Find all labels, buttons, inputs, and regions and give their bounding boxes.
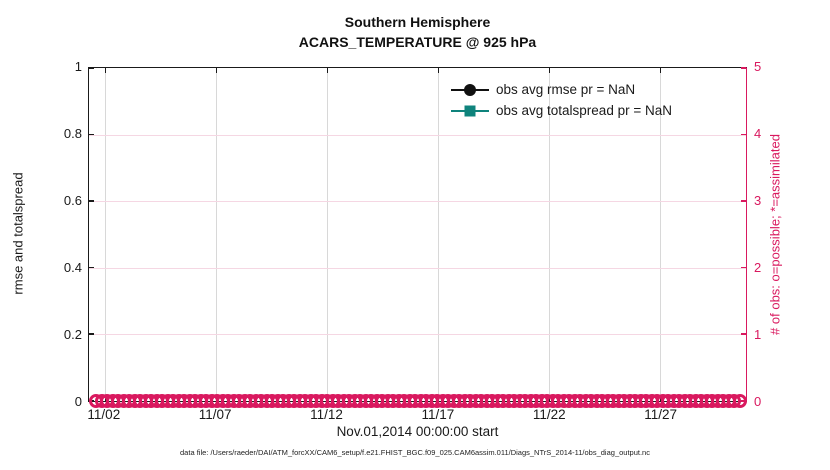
possible-obs-marker <box>733 394 747 408</box>
right-tick-mark <box>741 67 746 69</box>
chart-title-region: Southern Hemisphere <box>344 14 491 30</box>
right-tick-mark <box>741 333 746 335</box>
x-gridline <box>548 68 550 401</box>
left-y-axis-label: rmse and totalspread <box>10 172 26 295</box>
plot-area: obs avg rmse pr = NaN obs avg totalspread… <box>88 67 747 408</box>
legend: obs avg rmse pr = NaN obs avg totalspread… <box>451 79 672 121</box>
x-gridline <box>437 68 439 401</box>
left-tick-label: 1 <box>74 59 82 74</box>
chart-subtitle: ACARS_TEMPERATURE @ 925 hPa <box>298 34 537 50</box>
y-gridline <box>89 267 746 269</box>
data-file-caption: data file: /Users/raeder/DAI/ATM_forcXX/… <box>180 448 650 457</box>
right-tick-label: 1 <box>754 327 762 342</box>
left-tick-mark <box>89 67 94 69</box>
right-tick-label: 0 <box>754 394 762 409</box>
x-tick-mark-top <box>104 68 107 73</box>
legend-item: obs avg totalspread pr = NaN <box>451 100 672 121</box>
x-gridline <box>326 68 328 401</box>
left-tick-label: 0.4 <box>63 260 82 275</box>
x-axis-label: Nov.01,2014 00:00:00 start <box>336 424 499 439</box>
x-gridline <box>659 68 661 401</box>
left-tick-label: 0.8 <box>63 126 82 141</box>
x-tick-mark-top <box>215 68 218 73</box>
x-tick-label: 11/22 <box>532 407 566 422</box>
right-tick-mark <box>741 266 746 269</box>
right-tick-label: 4 <box>754 126 762 141</box>
totalspread-marker-icon <box>464 105 476 116</box>
right-tick-label: 5 <box>754 59 762 74</box>
y-gridline <box>89 201 746 203</box>
left-tick-mark <box>89 133 94 136</box>
legend-item: obs avg rmse pr = NaN <box>451 79 672 100</box>
left-tick-label: 0 <box>74 394 82 409</box>
x-tick-label: 11/12 <box>310 407 343 422</box>
x-tick-label: 11/02 <box>87 407 121 422</box>
x-tick-mark-top <box>659 68 662 73</box>
legend-swatch <box>451 83 489 97</box>
left-tick-mark <box>89 266 94 269</box>
x-tick-label: 11/17 <box>421 407 455 422</box>
x-gridline <box>104 68 106 401</box>
left-tick-mark <box>89 200 94 202</box>
right-tick-label: 2 <box>754 260 762 275</box>
x-tick-label: 11/07 <box>198 407 232 422</box>
legend-item-label: obs avg rmse pr = NaN <box>496 82 636 97</box>
left-tick-mark <box>89 333 94 335</box>
possible-obs-marker-row <box>89 394 747 409</box>
right-tick-label: 3 <box>754 193 762 208</box>
legend-item-label: obs avg totalspread pr = NaN <box>496 103 672 118</box>
left-tick-label: 0.6 <box>63 193 82 208</box>
right-tick-mark <box>741 133 746 136</box>
x-tick-mark-top <box>548 68 551 73</box>
y-gridline <box>89 334 746 336</box>
y-gridline <box>89 134 746 136</box>
x-tick-label: 11/27 <box>644 407 678 422</box>
left-tick-label: 0.2 <box>63 327 82 342</box>
right-tick-mark <box>741 200 746 202</box>
legend-swatch <box>451 104 489 118</box>
x-tick-mark-top <box>326 68 329 73</box>
x-gridline <box>215 68 217 401</box>
x-tick-mark-top <box>437 68 440 73</box>
rmse-marker-icon <box>464 83 476 96</box>
